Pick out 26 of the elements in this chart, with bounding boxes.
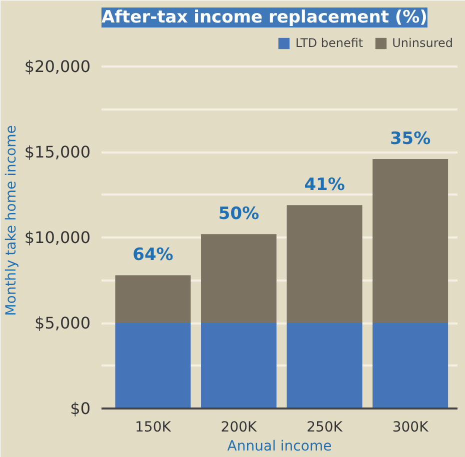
bar (286, 323, 362, 408)
x-tick-label: 200K (220, 420, 258, 436)
y-tick-label: $0 (70, 399, 90, 418)
x-axis-title: Annual income (227, 438, 332, 454)
y-tick-label: $10,000 (24, 228, 91, 248)
annotation: 64% (132, 245, 174, 266)
x-tick-label: 250K (306, 420, 344, 436)
x-tick-label: 300K (392, 420, 430, 436)
annotation: 50% (218, 204, 260, 224)
bar (372, 323, 448, 408)
y-tick-label: $5,000 (34, 314, 90, 333)
chart-title: After-tax income replacement (%) (102, 8, 428, 28)
annotation: 41% (304, 175, 345, 196)
legend-label: Uninsured (392, 36, 453, 50)
bar (115, 275, 191, 324)
y-axis-title: Monthly take home income (3, 125, 20, 316)
legend-label: LTD benefit (295, 36, 364, 50)
bar (286, 205, 362, 324)
y-tick-label: $15,000 (24, 142, 91, 162)
bar (372, 158, 448, 324)
y-tick-label: $20,000 (24, 57, 91, 76)
bar (201, 234, 276, 324)
annotation: 35% (390, 128, 431, 149)
bar (201, 323, 276, 408)
bar (115, 323, 191, 408)
x-tick-label: 150K (135, 420, 172, 436)
